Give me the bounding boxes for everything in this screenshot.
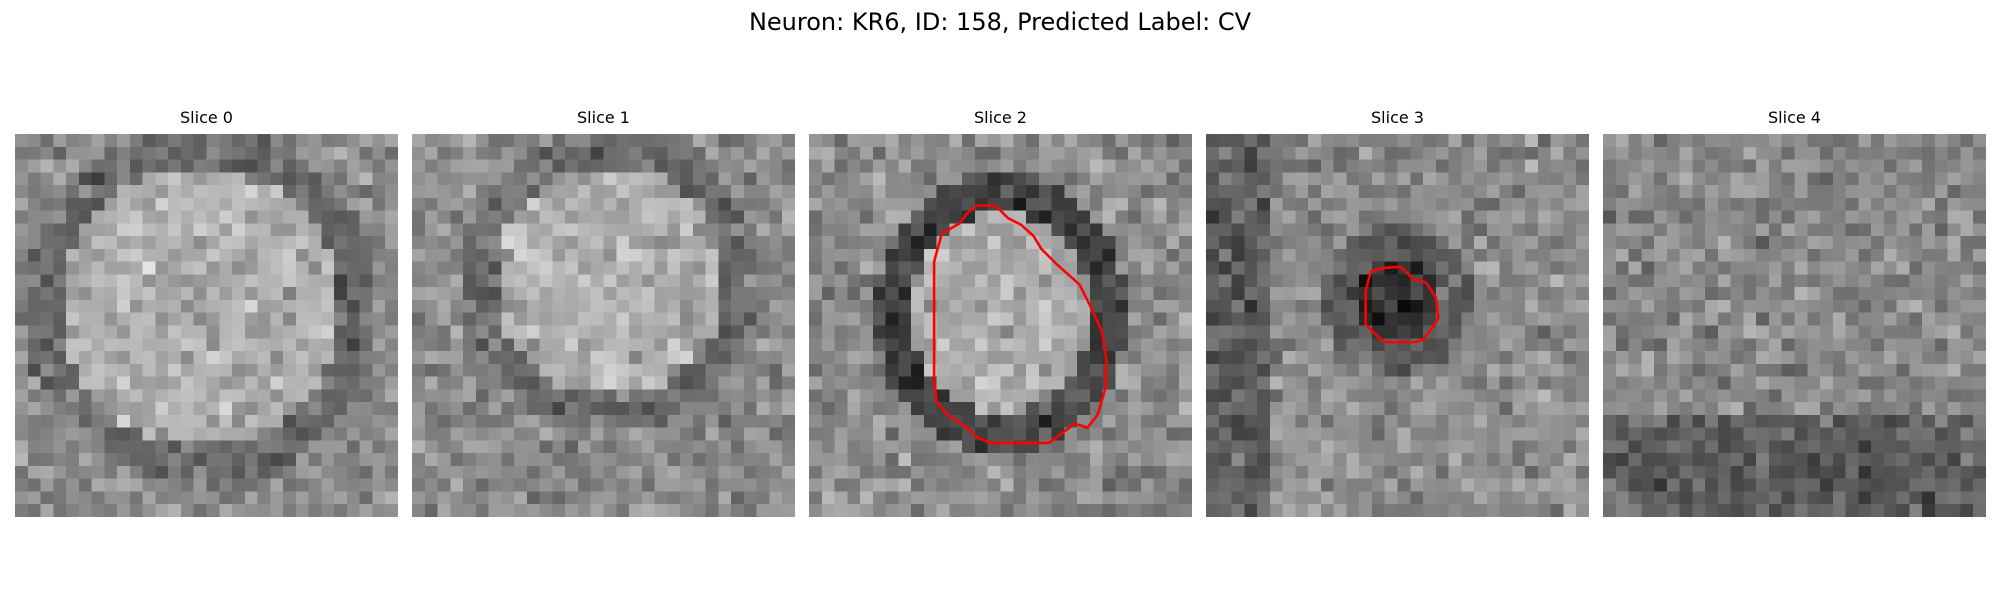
slice-panel-3: Slice 3 [1206,108,1589,517]
slice-pixels-0 [15,134,398,517]
slice-panel-2: Slice 2 [809,108,1192,517]
slice-image-3 [1206,134,1589,517]
contour-outline-3 [1364,265,1440,344]
slice-title-1: Slice 1 [577,108,630,127]
slice-pixels-2 [809,134,1192,517]
slice-title-3: Slice 3 [1371,108,1424,127]
slice-pixels-1 [412,134,795,517]
slice-image-0 [15,134,398,517]
contour-outline-2 [932,204,1108,445]
slice-panel-1: Slice 1 [412,108,795,517]
slice-pixels-4 [1603,134,1986,517]
slice-pixels-3 [1206,134,1589,517]
slice-panel-0: Slice 0 [15,108,398,517]
slice-panel-4: Slice 4 [1603,108,1986,517]
slice-image-4 [1603,134,1986,517]
slice-title-4: Slice 4 [1768,108,1821,127]
slice-title-2: Slice 2 [974,108,1027,127]
slice-image-2 [809,134,1192,517]
figure-title: Neuron: KR6, ID: 158, Predicted Label: C… [748,8,1252,36]
slice-title-0: Slice 0 [180,108,233,127]
slice-image-1 [412,134,795,517]
